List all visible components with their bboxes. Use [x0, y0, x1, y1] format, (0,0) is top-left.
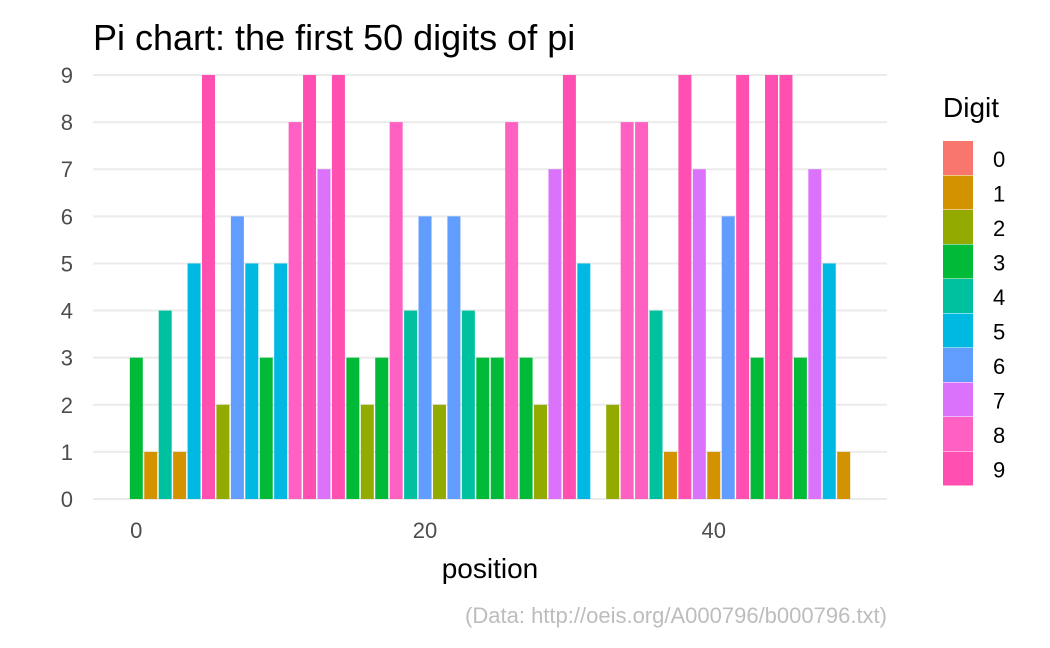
legend-swatch — [943, 417, 973, 451]
bar — [317, 169, 331, 499]
bar — [173, 451, 187, 499]
bar — [129, 357, 143, 499]
bar — [736, 75, 750, 499]
legend-swatch — [943, 451, 973, 486]
bar — [274, 263, 288, 499]
bar — [721, 216, 735, 500]
bar — [346, 357, 360, 499]
bar — [663, 451, 677, 499]
bar — [404, 310, 418, 499]
x-tick-label: 20 — [413, 518, 437, 543]
y-tick-label: 8 — [61, 110, 73, 135]
legend-label: 7 — [993, 389, 1005, 414]
bar — [505, 122, 519, 499]
bar — [606, 404, 620, 499]
bar — [187, 263, 201, 499]
x-axis-title: position — [442, 553, 539, 584]
legend-swatch — [943, 210, 973, 244]
y-tick-label: 7 — [61, 157, 73, 182]
bar — [793, 357, 807, 499]
legend-label: 2 — [993, 216, 1005, 241]
bar — [331, 75, 345, 499]
bar — [158, 310, 172, 499]
legend-label: 4 — [993, 285, 1005, 310]
bar — [707, 451, 721, 499]
legend-label: 1 — [993, 182, 1005, 207]
y-tick-label: 0 — [61, 487, 73, 512]
chart-title: Pi chart: the first 50 digits of pi — [93, 17, 575, 58]
bar — [288, 122, 302, 499]
y-tick-label: 5 — [61, 251, 73, 276]
legend-label: 9 — [993, 458, 1005, 483]
legend-swatch — [943, 141, 973, 175]
bar — [750, 357, 764, 499]
bar — [678, 75, 692, 499]
bar — [519, 357, 533, 499]
bar — [635, 122, 649, 499]
bar — [837, 451, 851, 499]
bar — [649, 310, 663, 499]
legend-swatch — [943, 313, 973, 348]
y-tick-label: 9 — [61, 63, 73, 88]
bar — [389, 122, 403, 499]
x-tick-label: 40 — [702, 518, 726, 543]
legend-swatch — [943, 279, 973, 313]
x-axis-ticks: 0 20 40 — [130, 518, 726, 543]
bar — [577, 263, 591, 499]
bar — [447, 216, 461, 500]
legend-swatch — [943, 348, 973, 382]
bar — [765, 75, 779, 499]
bar — [692, 169, 706, 499]
y-axis-ticks: 0 1 2 3 4 5 6 7 8 9 — [61, 63, 73, 512]
x-tick-label: 0 — [130, 518, 142, 543]
bar — [779, 75, 793, 499]
bar — [201, 75, 215, 499]
legend-swatch — [943, 382, 973, 417]
bar — [534, 404, 548, 499]
bar — [375, 357, 389, 499]
y-tick-label: 1 — [61, 440, 73, 465]
legend-label: 8 — [993, 423, 1005, 448]
bar — [303, 75, 317, 499]
legend-label: 5 — [993, 320, 1005, 345]
bar — [418, 216, 432, 500]
legend-swatch — [943, 175, 973, 210]
bar — [230, 216, 244, 500]
bars — [129, 75, 851, 500]
legend-label: 6 — [993, 354, 1005, 379]
y-tick-label: 3 — [61, 346, 73, 371]
bar — [216, 404, 230, 499]
bar — [432, 404, 446, 499]
bar — [461, 310, 475, 499]
bar — [562, 75, 576, 499]
legend-title: Digit — [943, 92, 999, 123]
legend-label: 0 — [993, 147, 1005, 172]
bar — [548, 169, 562, 499]
bar — [476, 357, 490, 499]
bar — [822, 263, 836, 499]
bar — [490, 357, 504, 499]
legend-swatch — [943, 244, 973, 279]
bar — [360, 404, 374, 499]
bar — [620, 122, 634, 499]
y-tick-label: 6 — [61, 204, 73, 229]
caption: (Data: http://oeis.org/A000796/b000796.t… — [465, 603, 887, 628]
bar — [259, 357, 273, 499]
legend-label: 3 — [993, 251, 1005, 276]
bar — [808, 169, 822, 499]
bar — [144, 451, 158, 499]
y-tick-label: 2 — [61, 393, 73, 418]
bar — [245, 263, 259, 499]
legend: 0 1 2 3 4 5 6 7 8 9 — [943, 141, 1005, 486]
y-tick-label: 4 — [61, 299, 73, 324]
